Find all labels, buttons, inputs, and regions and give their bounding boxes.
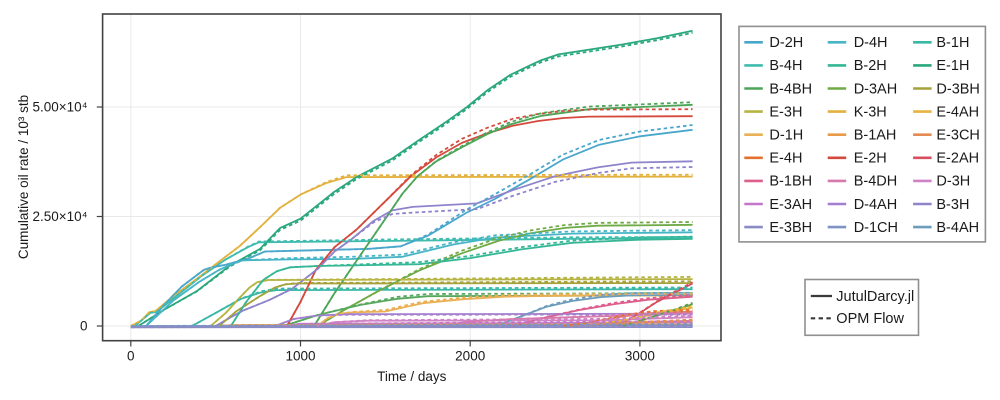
svg-text:B-1H: B-1H [936,35,969,51]
svg-text:E-3AH: E-3AH [769,197,812,213]
svg-text:Cumulative oil rate / 10³ stb: Cumulative oil rate / 10³ stb [16,95,31,259]
svg-text:D-2H: D-2H [769,35,803,51]
svg-text:0: 0 [127,349,135,364]
svg-text:1000: 1000 [285,349,315,364]
svg-text:D-3AH: D-3AH [854,81,898,97]
svg-text:0: 0 [80,319,88,334]
svg-text:B-3H: B-3H [936,197,969,213]
svg-text:E-3BH: E-3BH [769,220,812,236]
svg-text:D-1CH: D-1CH [854,220,898,236]
svg-text:B-4H: B-4H [769,58,802,74]
svg-text:B-4BH: B-4BH [769,81,812,97]
svg-text:B-2H: B-2H [854,58,887,74]
svg-text:B-4AH: B-4AH [936,220,979,236]
svg-text:B-1AH: B-1AH [854,128,897,144]
svg-text:E-3CH: E-3CH [936,128,980,144]
svg-text:K-3H: K-3H [854,104,887,120]
svg-text:OPM Flow: OPM Flow [836,311,904,327]
svg-text:E-4AH: E-4AH [936,104,979,120]
svg-text:2.50×10⁴: 2.50×10⁴ [33,209,88,224]
svg-text:E-1H: E-1H [936,58,969,74]
svg-text:D-4H: D-4H [854,35,888,51]
svg-text:Time / days: Time / days [377,369,447,384]
svg-text:E-2H: E-2H [854,151,887,167]
svg-text:D-4AH: D-4AH [854,197,898,213]
svg-text:D-3H: D-3H [936,174,970,190]
svg-text:E-4H: E-4H [769,151,802,167]
svg-text:JutulDarcy.jl: JutulDarcy.jl [836,289,914,305]
svg-text:2000: 2000 [455,349,485,364]
svg-text:B-4DH: B-4DH [854,174,898,190]
svg-text:3000: 3000 [625,349,655,364]
svg-text:E-2AH: E-2AH [936,151,979,167]
svg-text:5.00×10⁴: 5.00×10⁴ [33,100,88,115]
svg-text:D-3BH: D-3BH [936,81,980,97]
svg-text:D-1H: D-1H [769,128,803,144]
svg-text:E-3H: E-3H [769,104,802,120]
svg-text:B-1BH: B-1BH [769,174,812,190]
